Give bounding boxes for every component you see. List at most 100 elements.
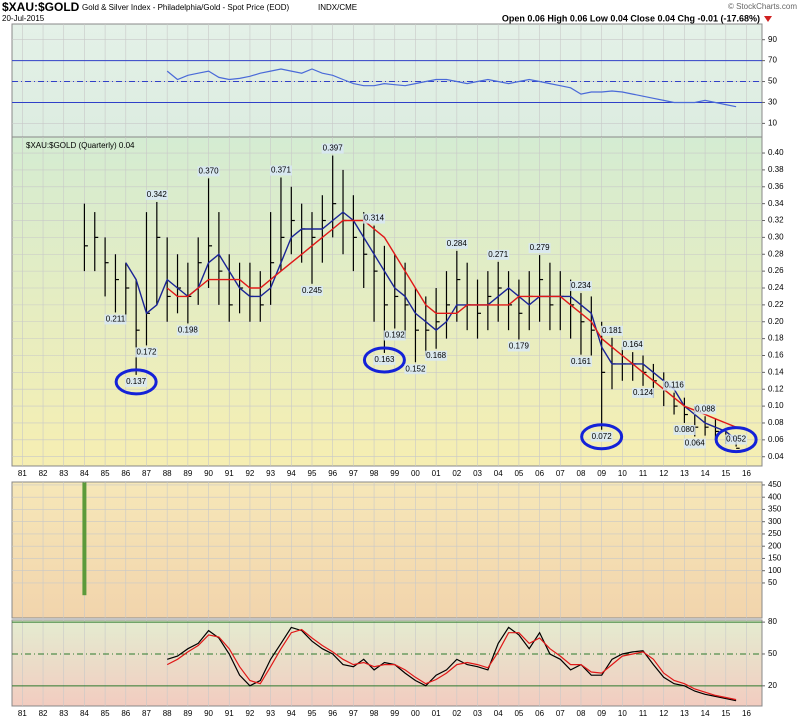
highlight-circle (580, 423, 624, 451)
x-tick-label: 97 (349, 709, 358, 718)
annotation-box (321, 143, 344, 154)
date: 20-Jul-2015 (2, 14, 45, 23)
annotation: 0.271 (488, 250, 509, 259)
x-tick-label: 97 (349, 469, 358, 478)
y-tick-label: 0.22 (768, 300, 784, 309)
y-tick-label: 0.14 (768, 367, 784, 376)
y-tick-label: 0.08 (768, 418, 784, 427)
x-tick-label: 87 (142, 709, 151, 718)
x-tick-label: 13 (680, 709, 689, 718)
x-tick-label: 89 (183, 709, 192, 718)
y-tick-label: 150 (768, 554, 782, 563)
moving-average (166, 219, 737, 428)
x-tick-label: 14 (701, 469, 710, 478)
y-tick-label: 0.38 (768, 165, 784, 174)
x-tick-label: 83 (59, 709, 68, 718)
x-tick-label: 10 (618, 469, 627, 478)
annotation-box (601, 325, 623, 336)
annotation: 0.116 (664, 381, 684, 390)
x-tick-label: 90 (204, 709, 213, 718)
annotation-box (197, 166, 220, 177)
annotation-box (301, 285, 323, 296)
annotation-box (269, 165, 292, 176)
annotation: 0.064 (685, 439, 706, 448)
x-tick-label: 16 (742, 469, 751, 478)
y-tick-label: 0.24 (768, 283, 784, 292)
y-tick-label: 300 (768, 517, 782, 526)
y-tick-label: 0.34 (768, 199, 784, 208)
x-tick-label: 90 (204, 469, 213, 478)
x-tick-label: 08 (577, 709, 586, 718)
x-tick-label: 82 (39, 709, 48, 718)
annotation-box (373, 354, 396, 365)
x-tick-label: 94 (287, 469, 296, 478)
annotation-box (683, 438, 706, 449)
annotation-box (104, 314, 127, 325)
exchange: INDX/CME (318, 3, 357, 12)
quote: Open 0.06 High 0.06 Low 0.04 Close 0.04 … (502, 13, 760, 23)
annotation: 0.211 (106, 315, 126, 324)
annotation-box (694, 404, 717, 415)
annotation: 0.168 (426, 351, 447, 360)
x-tick-label: 01 (432, 469, 441, 478)
annotation-box (135, 347, 158, 358)
x-tick-label: 84 (80, 709, 89, 718)
x-tick-label: 06 (535, 709, 544, 718)
annotation-box (590, 431, 613, 442)
credit: © StockCharts.com (728, 2, 797, 11)
x-tick-label: 02 (452, 469, 461, 478)
x-tick-label: 07 (556, 709, 565, 718)
x-tick-label: 93 (266, 709, 275, 718)
annotation: 0.088 (695, 404, 716, 413)
panel-background (11, 619, 763, 707)
y-tick-label: 50 (768, 649, 777, 658)
annotation: 0.172 (136, 347, 157, 356)
annotation-box (383, 330, 406, 341)
x-tick-label: 96 (328, 709, 337, 718)
annotation: 0.181 (602, 326, 623, 335)
x-tick-label: 09 (597, 709, 606, 718)
annotation: 0.052 (726, 435, 747, 444)
annotation: 0.314 (364, 214, 385, 223)
x-tick-label: 88 (163, 709, 172, 718)
x-tick-label: 99 (390, 469, 399, 478)
y-tick-label: 0.18 (768, 334, 784, 343)
y-tick-label: 70 (768, 56, 777, 65)
x-tick-label: 85 (101, 469, 110, 478)
x-tick-label: 09 (597, 469, 606, 478)
x-tick-label: 92 (245, 469, 254, 478)
annotation-box (528, 243, 551, 254)
y-tick-label: 0.26 (768, 266, 784, 275)
x-tick-label: 85 (101, 709, 110, 718)
x-tick-label: 15 (721, 709, 730, 718)
x-tick-label: 98 (370, 709, 379, 718)
annotation: 0.279 (530, 243, 551, 252)
x-tick-label: 05 (514, 469, 523, 478)
x-tick-label: 86 (121, 709, 130, 718)
x-tick-label: 11 (639, 469, 648, 478)
x-tick-label: 13 (680, 469, 689, 478)
x-tick-label: 03 (473, 709, 482, 718)
x-tick-label: 14 (701, 709, 710, 718)
legend: $XAU:$GOLD (Quarterly) 0.04 (26, 141, 135, 150)
x-tick-label: 11 (639, 709, 648, 718)
x-tick-label: 91 (225, 469, 234, 478)
annotation: 0.198 (178, 326, 199, 335)
down-arrow (764, 16, 772, 22)
annotation: 0.342 (147, 190, 168, 199)
symbol: $XAU:$GOLD (2, 0, 80, 14)
series-line (167, 626, 737, 702)
x-tick-label: 96 (328, 469, 337, 478)
highlight-circle (114, 368, 158, 396)
x-tick-label: 00 (411, 709, 420, 718)
y-tick-label: 0.04 (768, 452, 784, 461)
x-tick-label: 94 (287, 709, 296, 718)
x-tick-label: 95 (308, 709, 317, 718)
x-tick-label: 87 (142, 469, 151, 478)
annotation-box (125, 376, 148, 387)
annotation: 0.234 (571, 281, 592, 290)
annotation-box (673, 424, 696, 435)
series-line (166, 628, 737, 701)
annotation-box (725, 434, 748, 445)
panel-background (11, 136, 763, 467)
